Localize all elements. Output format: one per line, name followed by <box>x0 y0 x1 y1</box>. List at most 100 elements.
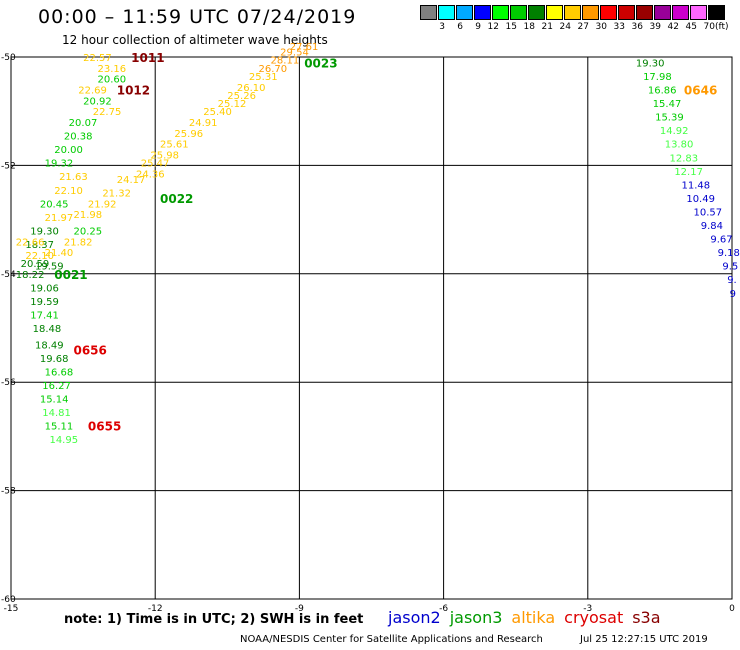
color-scale-label: 39 <box>649 22 661 32</box>
swh-point-label: 27.61 <box>290 42 319 53</box>
color-swatch <box>492 5 509 20</box>
color-swatch <box>420 5 437 20</box>
legend-entry: jason3 <box>449 608 503 627</box>
swh-point-label: 25.96 <box>174 129 203 140</box>
color-swatch <box>456 5 473 20</box>
x-tick-label: 0 <box>729 604 735 614</box>
swh-point-label: 25.40 <box>203 107 232 118</box>
color-scale-unit: (ft) <box>715 22 729 32</box>
color-swatch <box>708 5 725 20</box>
swh-point-label: 20.00 <box>54 145 83 156</box>
swh-point-label: 18.22 <box>16 270 45 281</box>
swh-point-label: 22.10 <box>54 186 83 197</box>
swh-point-label: 24.91 <box>189 118 218 129</box>
color-swatch <box>618 5 635 20</box>
swh-point-label: 22.66 <box>16 237 45 248</box>
legend-entry: s3a <box>632 608 661 627</box>
swh-point-label: 22.57 <box>83 53 112 64</box>
swh-point-label: 25.26 <box>227 91 256 102</box>
x-tick-label: -9 <box>295 604 304 614</box>
swh-point-label: 21.92 <box>88 199 117 210</box>
swh-point-label: 23.16 <box>98 64 127 75</box>
satellite-legend: jason2 jason3 altika cryosat s3a <box>388 608 670 627</box>
swh-point-label: 20.60 <box>98 75 127 86</box>
swh-point-label: 16.68 <box>45 367 74 378</box>
color-swatch <box>474 5 491 20</box>
chart-time-labels: 1011 1012 0023 0646 0022 0021 0656 0655 <box>54 51 717 434</box>
page-subtitle: 12 hour collection of altimeter wave hei… <box>62 33 328 47</box>
swh-point-label: 12.83 <box>670 153 699 164</box>
swh-point-label: 29.54 <box>280 48 309 59</box>
color-scale-label: 27 <box>577 22 589 32</box>
swh-point-label: 20.25 <box>73 226 102 237</box>
swh-point-label: 21.98 <box>73 210 102 221</box>
x-tick-label: -15 <box>4 604 19 614</box>
swh-point-label: 19.59 <box>30 297 59 308</box>
color-scale-label: 36 <box>631 22 643 32</box>
time-label: 1012 <box>117 84 150 98</box>
x-tick-label: -12 <box>148 604 163 614</box>
color-scale-label: 42 <box>667 22 679 32</box>
swh-point-label: 19.68 <box>40 354 69 365</box>
swh-point-label: 21.40 <box>45 248 74 259</box>
swh-point-label: 20.45 <box>40 199 69 210</box>
swh-point-label: 9.18 <box>718 248 740 259</box>
swh-point-label: 14.81 <box>42 408 71 419</box>
swh-point-label: 21.63 <box>59 172 88 183</box>
swh-point-label: 18.48 <box>33 324 62 335</box>
time-label: 0655 <box>88 420 121 434</box>
time-label: 0021 <box>54 268 87 282</box>
swh-point-label: 26.70 <box>259 64 288 75</box>
swh-point-label: 16.27 <box>42 381 71 392</box>
color-swatch <box>636 5 653 20</box>
plot-frame <box>10 56 733 600</box>
color-swatch <box>582 5 599 20</box>
swh-point-label: 16.86 <box>648 86 677 97</box>
color-scale-label: 33 <box>613 22 625 32</box>
swh-point-label: 19.06 <box>30 283 59 294</box>
swh-point-label: 15.39 <box>655 113 684 124</box>
swh-point-label: 17.41 <box>30 310 59 321</box>
color-scale-label: 12 <box>487 22 499 32</box>
y-tick-label: -60 <box>1 595 16 605</box>
color-scale-label: 21 <box>541 22 553 32</box>
color-swatch <box>510 5 527 20</box>
swh-point-label: 12.17 <box>674 167 703 178</box>
color-scale-label: 30 <box>595 22 607 32</box>
time-label: 0023 <box>304 56 337 70</box>
y-tick-label: -54 <box>1 270 16 280</box>
y-tick-label: -58 <box>1 487 16 497</box>
chart-grid <box>10 56 733 600</box>
time-label: 0646 <box>684 84 717 98</box>
x-tick-label: -6 <box>439 604 448 614</box>
swh-point-label: 25.98 <box>150 151 179 162</box>
swh-point-label: 28.11 <box>271 56 300 67</box>
color-scale-label: 24 <box>559 22 571 32</box>
swh-point-label: 10.49 <box>686 194 715 205</box>
legend-entry: cryosat <box>564 608 624 627</box>
swh-point-label: 21.32 <box>102 189 131 200</box>
y-tick-label: -56 <box>1 378 16 388</box>
color-scale-label: 45 <box>685 22 697 32</box>
swh-point-label: 21.97 <box>45 213 74 224</box>
color-scale-label: 9 <box>475 22 481 32</box>
swh-point-label: 15.14 <box>40 394 69 405</box>
swh-point-label: 15.11 <box>45 422 74 433</box>
swh-point-label: 20.92 <box>83 96 112 107</box>
swh-point-label: 22.10 <box>25 251 54 262</box>
page-title: 00:00 – 11:59 UTC 07/24/2019 <box>38 6 357 28</box>
swh-point-label: 24.36 <box>136 170 165 181</box>
color-swatch <box>438 5 455 20</box>
swh-point-label: 14.92 <box>660 126 689 137</box>
swh-point-label: 17.98 <box>643 72 672 83</box>
swh-point-label: 11.48 <box>682 180 711 191</box>
swh-point-label: 14.95 <box>49 435 78 446</box>
swh-point-label: 24.17 <box>117 175 146 186</box>
color-swatch <box>546 5 563 20</box>
swh-point-label: 20.38 <box>64 132 93 143</box>
footer-timestamp: Jul 25 12:27:15 UTC 2019 <box>580 634 708 645</box>
time-label: 0656 <box>73 344 106 358</box>
swh-point-label: 19.30 <box>30 226 59 237</box>
legend-entry: altika <box>511 608 556 627</box>
